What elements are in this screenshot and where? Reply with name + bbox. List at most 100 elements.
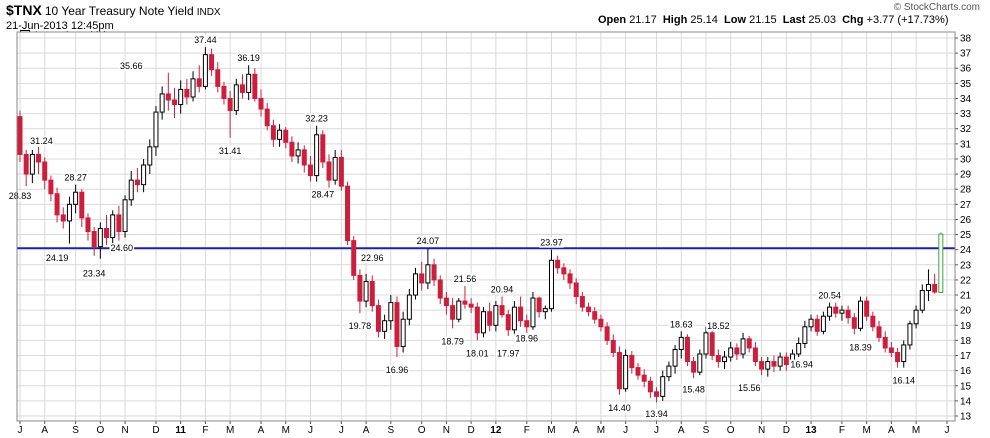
candle-body [270,125,276,140]
candle [369,275,375,312]
candle [277,124,283,147]
candle [320,130,326,169]
candle [252,68,258,102]
y-tick-label: 14 [960,396,972,407]
candle [73,184,79,214]
candle-body [660,376,666,397]
annotation-label: 18.96 [515,333,538,343]
candle-body [153,111,159,148]
x-tick-label: J [339,425,344,436]
x-tick-label: F [202,425,208,436]
x-tick-label: O [727,425,735,436]
candle-body [666,365,672,378]
y-tick-label: 13 [960,412,972,423]
annotation-bg [236,53,261,64]
annotation-bg [304,113,329,124]
annotation-label: 23.34 [83,268,106,278]
high-label: High [662,14,688,26]
candle [505,310,511,336]
candle [116,205,122,241]
candle-body [555,259,561,269]
candle [548,249,554,312]
candle-body [314,134,320,177]
candle [864,296,870,321]
candle [654,387,660,403]
candle [481,307,486,338]
candle [345,181,351,246]
y-tick-label: 19 [960,321,972,332]
candle-body [925,283,931,292]
y-tick-label: 36 [960,64,972,75]
annotation: 19.78 [347,321,373,332]
annotation-label: 18.79 [441,336,464,346]
candle [493,301,499,332]
candle-body [388,302,394,322]
candle [728,341,734,362]
y-axis: 13 14 15 16 17 18 19 20 21 22 23 24 25 26 27 28 29 30 31 32… [955,34,972,423]
candle-body [802,326,808,344]
candle-body [400,318,406,347]
candle [629,350,635,374]
candle [938,232,944,293]
candle-body [73,191,79,205]
annotation-label: 20.54 [818,291,841,301]
candle [796,337,802,358]
candle-body [215,69,221,87]
candle-body [91,231,97,248]
annotation: 18.52 [706,320,731,331]
annotation: 24.07 [415,236,441,247]
candle-body [641,374,647,382]
y-tick-label: 18 [960,336,972,347]
candle [153,106,159,156]
candle [60,207,66,229]
annotation-bg [681,384,706,395]
annotation-bg [81,268,107,279]
annotation: 16.96 [384,365,410,376]
candle [691,357,697,379]
candle-body [616,351,622,390]
annotation-label: 31.24 [30,136,53,146]
annotation: 35.66 [118,60,144,71]
candle [468,298,474,314]
annotation-label: 20.94 [491,285,514,295]
annotation: 28.83 [7,191,33,202]
candle [913,305,919,329]
candle-body [320,134,326,163]
candle [134,168,140,193]
candle-body [740,338,746,355]
y-tick-label: 23 [960,260,972,271]
candle [759,357,765,376]
candle [925,269,931,302]
annotation-label: 16.96 [386,365,409,375]
candle-body [283,129,289,143]
candle-body [610,339,616,353]
candle-body [110,214,116,239]
candle-body [159,93,165,113]
candle [734,343,740,361]
candle-body [54,193,60,216]
candle [598,314,604,332]
candle-body [481,311,486,334]
candle [351,236,357,280]
candle [264,103,270,131]
candle [474,302,480,341]
candle-body [864,300,870,317]
candle-body [48,179,54,195]
x-tick-label: S [387,425,394,436]
annotation-label: 28.47 [312,190,335,200]
candle-body [141,164,147,186]
candle [209,48,215,76]
candle-body [524,320,530,328]
candle-body [202,54,208,87]
candle [221,81,227,105]
candle-body [369,280,375,307]
candle [870,311,876,332]
candle [400,311,406,353]
candle-body [425,264,431,284]
x-tick-label: M [282,425,290,436]
candle-body [913,309,919,325]
candle [932,273,938,294]
candle-body [190,78,196,98]
candle [357,269,363,314]
annotation-label: 31.41 [219,146,242,156]
